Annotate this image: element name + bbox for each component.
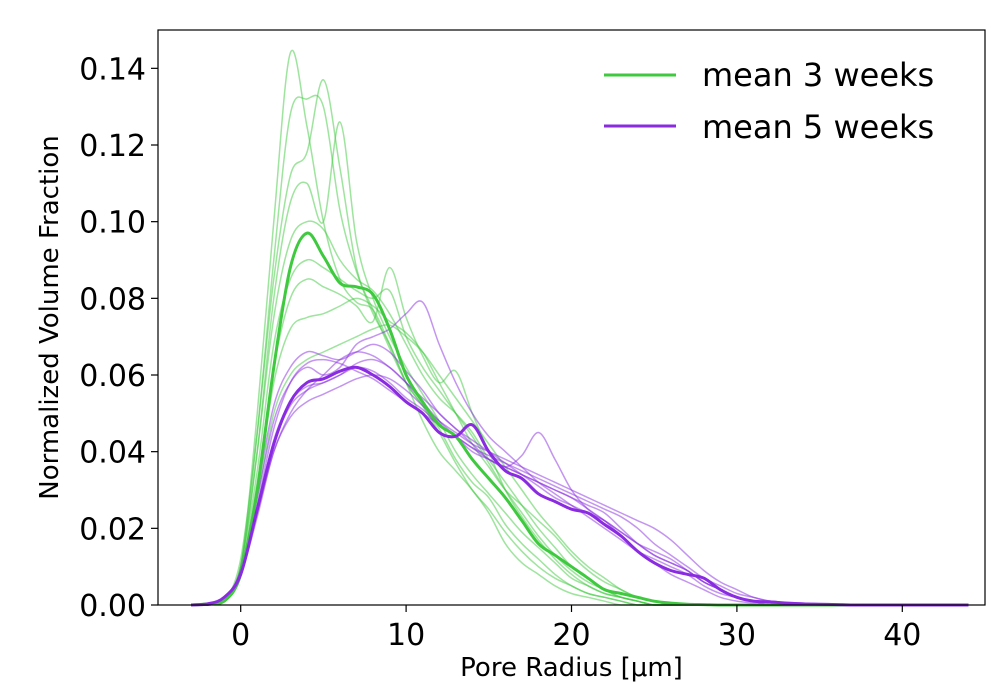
y-tick-label-3: 0.06 xyxy=(79,359,146,394)
x-tick-label-20: 20 xyxy=(552,618,590,653)
y-tick-label-6: 0.12 xyxy=(79,129,146,164)
x-tick-label-10: 10 xyxy=(387,618,425,653)
y-tick-label-5: 0.10 xyxy=(79,206,146,241)
y-tick-label-2: 0.04 xyxy=(79,436,146,471)
sample-line-7 xyxy=(191,266,969,606)
mean-series-group xyxy=(190,231,969,607)
sample-line-16 xyxy=(191,374,969,606)
x-axis-label: Pore Radius [μm] xyxy=(460,653,683,683)
y-axis-label: Normalized Volume Fraction xyxy=(35,135,65,499)
y-axis-ticks: 0.00 0.02 0.04 0.06 0.08 0.10 0.12 0.14 xyxy=(79,52,158,624)
legend-label-3-weeks: mean 3 weeks xyxy=(702,56,934,94)
legend-label-5-weeks: mean 5 weeks xyxy=(702,108,934,146)
series-line-mean-5-weeks xyxy=(190,365,969,607)
sample-line-13 xyxy=(191,358,969,606)
sample-line-3 xyxy=(191,79,969,606)
series-line-mean-3-weeks xyxy=(190,231,969,607)
x-axis-ticks: 0 10 20 30 40 xyxy=(231,605,921,653)
y-tick-label-7: 0.14 xyxy=(79,52,146,87)
x-tick-label-0: 0 xyxy=(231,618,250,653)
legend: mean 3 weeks mean 5 weeks xyxy=(604,56,934,146)
y-tick-label-4: 0.08 xyxy=(79,282,146,317)
x-tick-label-30: 30 xyxy=(718,618,756,653)
sample-line-12 xyxy=(191,358,969,606)
y-tick-label-1: 0.02 xyxy=(79,512,146,547)
sample-line-15 xyxy=(191,366,969,606)
x-tick-label-40: 40 xyxy=(883,618,921,653)
sample-line-2 xyxy=(191,94,969,606)
y-tick-label-0: 0.00 xyxy=(79,589,146,624)
sample-line-6 xyxy=(191,258,969,606)
